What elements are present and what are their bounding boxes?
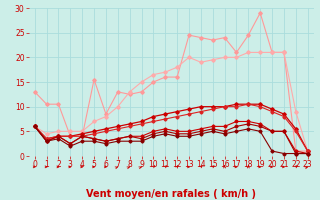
- X-axis label: Vent moyen/en rafales ( km/h ): Vent moyen/en rafales ( km/h ): [86, 189, 256, 199]
